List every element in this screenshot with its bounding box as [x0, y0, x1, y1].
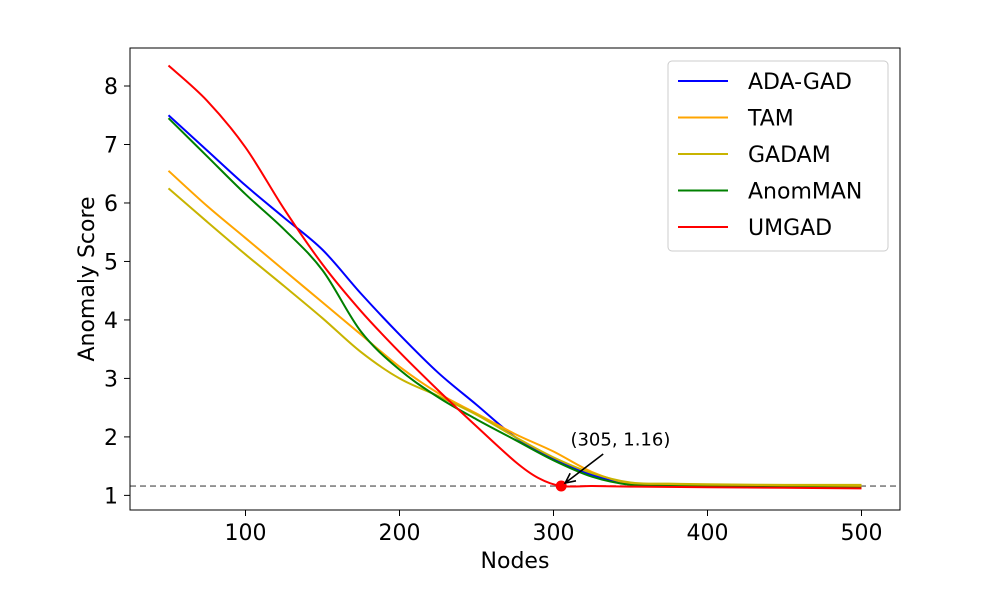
x-tick-label: 300	[533, 521, 575, 546]
x-tick-label: 200	[379, 521, 421, 546]
x-axis: 100 200 300 400 500	[225, 510, 883, 546]
legend-label: ADA-GAD	[748, 70, 852, 95]
y-axis-label: Anomaly Score	[75, 196, 100, 361]
legend-label: AnomMAN	[748, 180, 862, 205]
annotation-arrow	[564, 453, 604, 484]
plot-area	[130, 64, 900, 490]
series-line-umgad	[167, 64, 862, 490]
annotation-point	[555, 480, 567, 492]
x-tick-label: 100	[225, 521, 267, 546]
legend: ADA-GAD TAM GADAM AnomMAN UMGAD	[667, 60, 889, 252]
x-tick-label: 500	[841, 521, 883, 546]
y-tick-label: 7	[104, 133, 118, 158]
y-axis: 1 2 3 4 5 6 7 8	[104, 75, 130, 509]
y-tick-label: 4	[104, 309, 118, 334]
annotation: (305, 1.16)	[555, 430, 670, 492]
y-tick-label: 3	[104, 367, 118, 392]
annotation-label: (305, 1.16)	[570, 430, 670, 451]
x-axis-label: Nodes	[481, 549, 550, 574]
legend-box	[667, 60, 889, 252]
x-tick-label: 400	[687, 521, 729, 546]
legend-label: TAM	[747, 107, 794, 132]
legend-label: GADAM	[748, 143, 831, 168]
series-line-gadam	[167, 187, 862, 486]
y-tick-label: 8	[104, 75, 118, 100]
series-line-tam	[167, 170, 862, 488]
axes-frame	[129, 47, 901, 511]
y-tick-label: 1	[104, 484, 118, 509]
y-tick-label: 6	[104, 192, 118, 217]
legend-label: UMGAD	[748, 216, 832, 241]
y-tick-label: 2	[104, 426, 118, 451]
annotation-arrowhead	[563, 472, 577, 485]
y-tick-label: 5	[104, 250, 118, 275]
